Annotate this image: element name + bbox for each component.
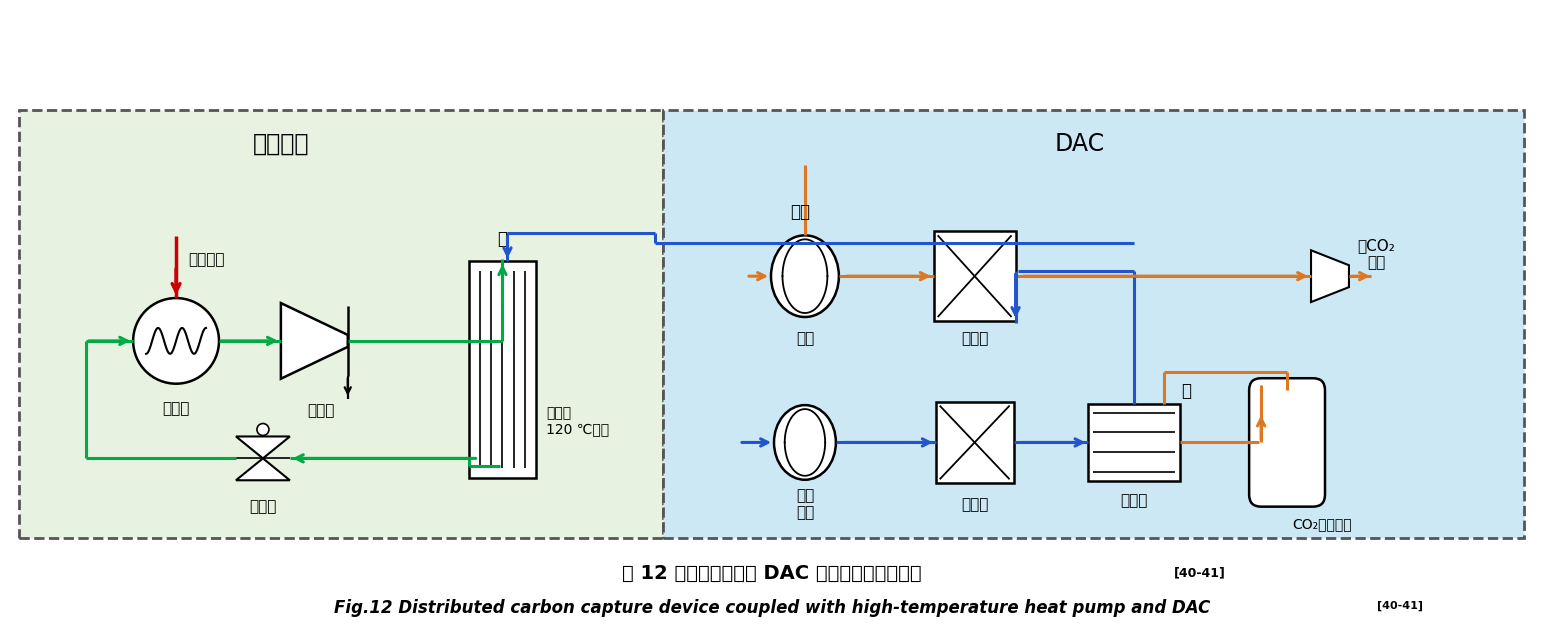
Ellipse shape bbox=[772, 235, 839, 317]
Polygon shape bbox=[1312, 251, 1349, 302]
Text: [40-41]: [40-41] bbox=[1174, 567, 1227, 580]
Text: 无CO₂
空气: 无CO₂ 空气 bbox=[1356, 238, 1395, 271]
Text: 再生
风机: 再生 风机 bbox=[796, 488, 815, 521]
FancyBboxPatch shape bbox=[1250, 378, 1325, 507]
Text: 冷凝器
120 ℃蒸汽: 冷凝器 120 ℃蒸汽 bbox=[546, 406, 609, 437]
Text: CO₂收集装置: CO₂收集装置 bbox=[1291, 517, 1352, 531]
Polygon shape bbox=[281, 303, 347, 379]
Text: 工业余热: 工业余热 bbox=[188, 252, 225, 267]
Circle shape bbox=[258, 423, 268, 435]
FancyBboxPatch shape bbox=[469, 261, 537, 478]
Text: 水: 水 bbox=[497, 230, 508, 249]
Polygon shape bbox=[236, 437, 290, 458]
Text: 空气: 空气 bbox=[790, 203, 810, 221]
Circle shape bbox=[133, 298, 219, 384]
Polygon shape bbox=[236, 458, 290, 480]
FancyBboxPatch shape bbox=[663, 110, 1523, 538]
FancyBboxPatch shape bbox=[1088, 404, 1180, 481]
Text: 冷凝器: 冷凝器 bbox=[1120, 493, 1148, 508]
Ellipse shape bbox=[775, 405, 836, 480]
Text: 风机: 风机 bbox=[796, 331, 815, 346]
Text: 压缩机: 压缩机 bbox=[307, 403, 335, 418]
Text: 脱附塔: 脱附塔 bbox=[961, 331, 989, 346]
Text: [40-41]: [40-41] bbox=[1376, 601, 1423, 611]
Text: DAC: DAC bbox=[1054, 132, 1105, 156]
Text: 蒸发器: 蒸发器 bbox=[162, 401, 190, 416]
FancyBboxPatch shape bbox=[934, 232, 1015, 321]
Text: 膨胀阀: 膨胀阀 bbox=[250, 498, 276, 514]
Text: 图 12 耦合高温热泵与 DAC 的分布式碳捕集装置: 图 12 耦合高温热泵与 DAC 的分布式碳捕集装置 bbox=[622, 564, 921, 583]
Text: 水: 水 bbox=[1182, 382, 1191, 399]
Text: 余热热泵: 余热热泵 bbox=[253, 132, 309, 156]
Text: Fig.12 Distributed carbon capture device coupled with high-temperature heat pump: Fig.12 Distributed carbon capture device… bbox=[333, 599, 1210, 616]
Text: 吸附塔: 吸附塔 bbox=[961, 497, 989, 512]
FancyBboxPatch shape bbox=[20, 110, 663, 538]
FancyBboxPatch shape bbox=[935, 401, 1014, 483]
